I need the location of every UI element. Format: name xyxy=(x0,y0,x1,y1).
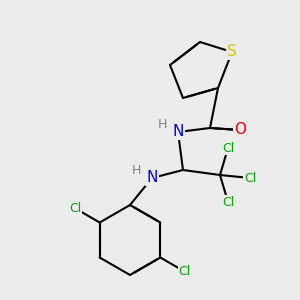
Text: H: H xyxy=(131,164,141,176)
Text: H: H xyxy=(157,118,167,130)
Text: Cl: Cl xyxy=(222,196,234,208)
Text: Cl: Cl xyxy=(222,142,234,154)
Text: N: N xyxy=(172,124,184,140)
Text: O: O xyxy=(234,122,246,137)
Text: Cl: Cl xyxy=(69,202,82,215)
Text: Cl: Cl xyxy=(178,265,191,278)
Text: N: N xyxy=(146,170,158,185)
Text: S: S xyxy=(227,44,237,59)
Text: Cl: Cl xyxy=(244,172,256,184)
